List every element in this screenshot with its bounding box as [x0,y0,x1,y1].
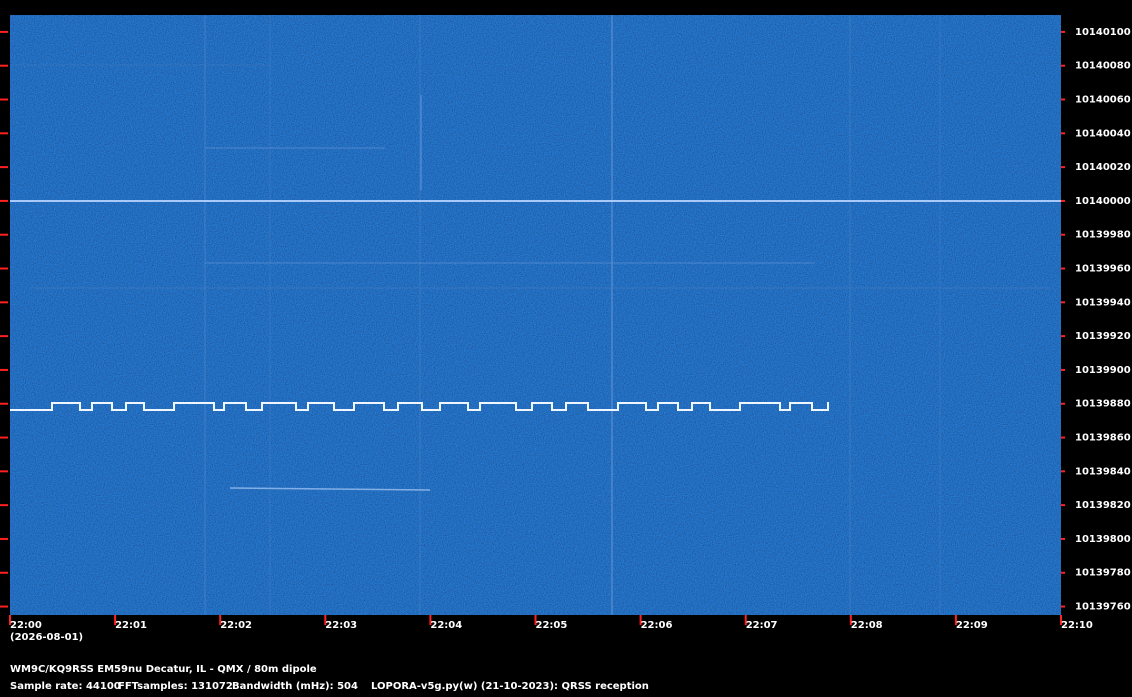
y-tick-label: 10139920 [1075,331,1131,342]
x-tick-label: 22:10 [1061,620,1093,631]
date-label: (2026-08-01) [10,632,83,643]
fft-samples: FFTsamples: 131072 [118,681,233,692]
software-info: LOPORA-v5g.py(w) (21-10-2023): QRSS rece… [371,681,649,692]
y-tick-label: 10140040 [1075,128,1131,139]
station-info: WM9C/KQ9RSS EM59nu Decatur, IL - QMX / 8… [10,664,317,675]
x-tick-label: 22:09 [956,620,988,631]
y-tick-label: 10139940 [1075,297,1131,308]
y-tick-label: 10140080 [1075,61,1131,72]
bandwidth: Bandwidth (mHz): 504 [232,681,358,692]
x-tick-label: 22:04 [430,620,462,631]
x-tick-label: 22:05 [536,620,568,631]
y-tick-label: 10139900 [1075,365,1131,376]
qrss-trace [10,402,829,411]
y-tick-label: 10139840 [1075,466,1131,477]
y-tick-label: 10139800 [1075,534,1131,545]
y-tick-label: 10139760 [1075,602,1131,613]
y-tick-label: 10139880 [1075,399,1131,410]
y-tick-label: 10139960 [1075,264,1131,275]
x-tick-label: 22:08 [851,620,883,631]
y-tick-label: 10139820 [1075,500,1131,511]
x-tick-label: 22:01 [115,620,147,631]
sample-rate: Sample rate: 44100 [10,681,121,692]
x-tick-label: 22:07 [746,620,778,631]
y-tick-label: 10139860 [1075,433,1131,444]
trace [229,487,431,491]
y-tick-label: 10140000 [1075,196,1131,207]
y-tick-label: 10140100 [1075,27,1131,38]
x-tick-label: 22:00 [10,620,42,631]
y-tick-label: 10140020 [1075,162,1131,173]
y-tick-label: 10139780 [1075,568,1131,579]
signal-traces [10,15,1061,615]
x-tick-label: 22:02 [220,620,252,631]
x-tick-label: 22:06 [641,620,673,631]
y-tick-label: 10139980 [1075,230,1131,241]
x-tick-label: 22:03 [325,620,357,631]
noise-texture [10,15,1061,615]
y-tick-label: 10140060 [1075,95,1131,106]
